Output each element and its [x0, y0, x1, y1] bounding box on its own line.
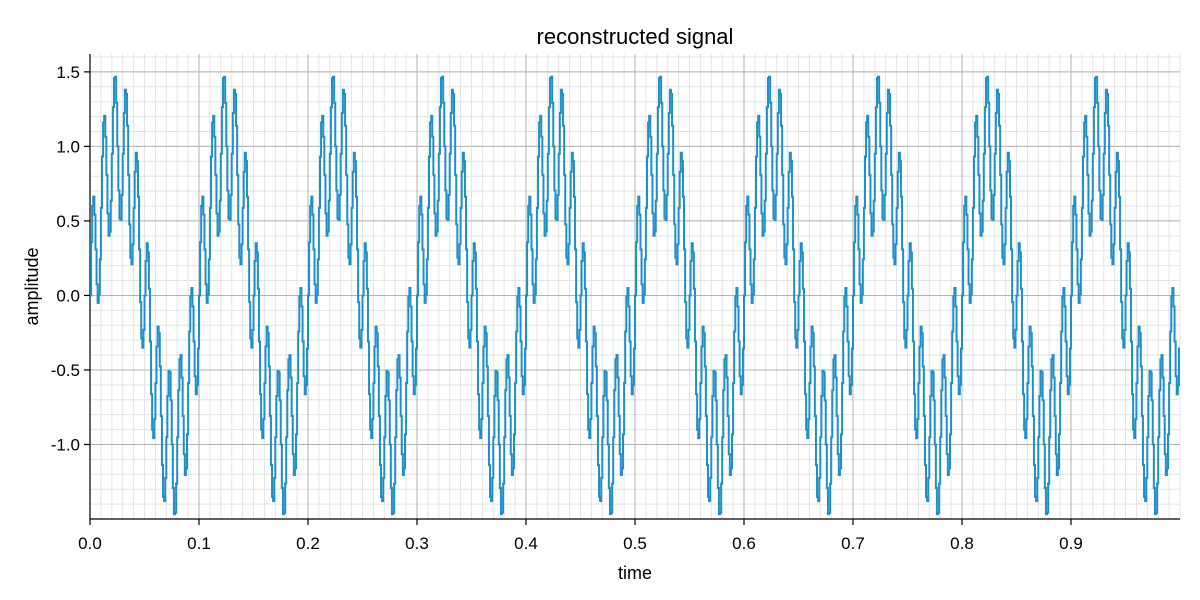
y-axis-ticks: -1.0 -0.5 0.0 0.5 1.0 1.5	[51, 63, 90, 454]
x-axis-label: time	[618, 563, 652, 583]
x-axis-ticks: 0.0 0.1 0.2 0.3 0.4 0.5 0.6 0.7 0.8 0.9	[78, 519, 1083, 553]
y-axis-label: amplitude	[22, 247, 42, 325]
x-tick-label: 0.1	[187, 534, 211, 553]
y-tick-label: 0.0	[56, 286, 80, 305]
y-tick-label: -0.5	[51, 361, 80, 380]
y-tick-label: 1.0	[56, 137, 80, 156]
x-tick-label: 0.8	[950, 534, 974, 553]
x-tick-label: 0.0	[78, 534, 102, 553]
y-tick-label: 0.5	[56, 212, 80, 231]
chart-title: reconstructed signal	[537, 24, 734, 49]
x-tick-label: 0.6	[732, 534, 756, 553]
y-tick-label: 1.5	[56, 63, 80, 82]
x-tick-label: 0.9	[1059, 534, 1083, 553]
x-tick-label: 0.4	[514, 534, 538, 553]
series-layer	[90, 75, 1180, 516]
y-tick-label: -1.0	[51, 435, 80, 454]
series-line	[90, 75, 1180, 516]
x-tick-label: 0.2	[296, 534, 320, 553]
x-tick-label: 0.7	[841, 534, 865, 553]
x-tick-label: 0.3	[405, 534, 429, 553]
x-tick-label: 0.5	[623, 534, 647, 553]
